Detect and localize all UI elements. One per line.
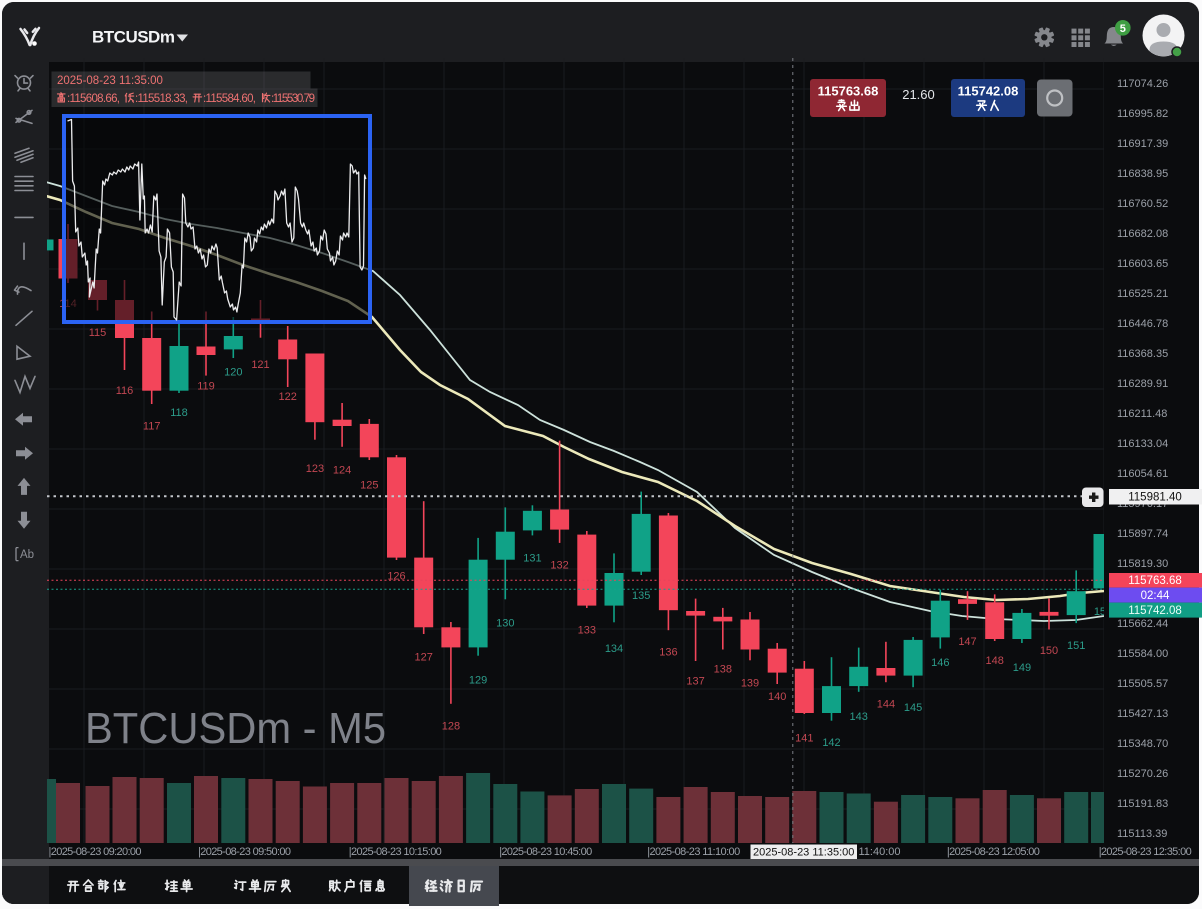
svg-text:115427.13: 115427.13: [1117, 708, 1168, 720]
svg-text:116289.91: 116289.91: [1117, 378, 1168, 390]
svg-text:139: 139: [741, 678, 759, 690]
svg-text:|2025-08-23 10:45:00: |2025-08-23 10:45:00: [499, 846, 592, 858]
svg-text:150: 150: [1040, 645, 1058, 657]
svg-text:126: 126: [387, 570, 405, 582]
svg-text:116525.21: 116525.21: [1117, 288, 1168, 300]
svg-text:116917.39: 116917.39: [1117, 138, 1168, 150]
svg-text:116054.61: 116054.61: [1117, 468, 1168, 480]
svg-text:|2025-08-23 10:15:00: |2025-08-23 10:15:00: [349, 846, 442, 858]
svg-text:BTCUSDm - M5: BTCUSDm - M5: [85, 704, 386, 753]
svg-text:11:40:00: 11:40:00: [859, 846, 901, 858]
svg-text:124: 124: [333, 464, 351, 476]
svg-text:134: 134: [605, 643, 623, 655]
svg-text:02:44: 02:44: [1141, 590, 1170, 602]
svg-text:123: 123: [306, 463, 324, 475]
svg-text:115742.08: 115742.08: [1128, 605, 1182, 617]
svg-text:129: 129: [469, 675, 487, 687]
svg-text:115897.74: 115897.74: [1117, 528, 1168, 540]
svg-text:116995.82: 116995.82: [1117, 108, 1168, 120]
svg-text::115518.33,: :115518.33,: [135, 93, 188, 105]
svg-text:|2025-08-23 09:20:00: |2025-08-23 09:20:00: [49, 846, 142, 858]
svg-text:115763.68: 115763.68: [1128, 575, 1182, 587]
svg-text:115: 115: [89, 327, 107, 339]
svg-text:133: 133: [578, 624, 596, 636]
svg-text:121: 121: [251, 359, 269, 371]
svg-text:115191.83: 115191.83: [1117, 798, 1168, 810]
svg-text:136: 136: [659, 646, 677, 658]
svg-text:116446.78: 116446.78: [1117, 318, 1168, 330]
svg-text:138: 138: [714, 664, 732, 676]
svg-text:117: 117: [143, 421, 161, 433]
svg-text:2025-08-23 11:35:00: 2025-08-23 11:35:00: [57, 75, 163, 87]
svg-text:115819.30: 115819.30: [1117, 558, 1168, 570]
svg-text:5: 5: [1120, 23, 1126, 35]
svg-text:115981.40: 115981.40: [1128, 492, 1182, 504]
svg-text:|2025-08-23 11:10:00: |2025-08-23 11:10:00: [647, 846, 740, 858]
svg-text:116133.04: 116133.04: [1117, 438, 1168, 450]
svg-text:149: 149: [1013, 662, 1031, 674]
svg-text:115505.57: 115505.57: [1117, 678, 1168, 690]
svg-text:116: 116: [116, 385, 134, 397]
svg-text:|2025-08-23 12:05:00: |2025-08-23 12:05:00: [947, 846, 1040, 858]
svg-text:115763.68: 115763.68: [818, 84, 879, 99]
svg-text:137: 137: [686, 676, 704, 688]
svg-text:146: 146: [931, 657, 949, 669]
svg-text:115584.00: 115584.00: [1117, 648, 1168, 660]
svg-text:116760.52: 116760.52: [1117, 198, 1168, 210]
svg-text:152: 152: [1094, 606, 1112, 618]
svg-text:115662.44: 115662.44: [1117, 618, 1168, 630]
svg-text:116603.65: 116603.65: [1117, 258, 1168, 270]
svg-text:120: 120: [224, 367, 242, 379]
svg-text:130: 130: [496, 617, 514, 629]
svg-text:116838.95: 116838.95: [1117, 168, 1168, 180]
svg-text:116211.48: 116211.48: [1117, 408, 1167, 420]
svg-text:115348.70: 115348.70: [1117, 738, 1168, 750]
svg-text:119: 119: [197, 381, 215, 393]
svg-text:131: 131: [523, 553, 541, 565]
svg-text::115608.66,: :115608.66,: [67, 93, 120, 105]
svg-text:147: 147: [958, 636, 976, 648]
svg-text:117074.26: 117074.26: [1117, 78, 1168, 90]
svg-text:2025-08-23 11:35:00: 2025-08-23 11:35:00: [753, 847, 854, 859]
svg-text::115584.60,: :115584.60,: [203, 93, 256, 105]
svg-text:135: 135: [632, 590, 650, 602]
svg-text:116368.35: 116368.35: [1117, 348, 1168, 360]
svg-text:118: 118: [170, 407, 188, 419]
svg-text:151: 151: [1067, 640, 1085, 652]
svg-text:115742.08: 115742.08: [958, 84, 1019, 99]
svg-text:|2025-08-23 09:50:00: |2025-08-23 09:50:00: [198, 846, 291, 858]
svg-text:122: 122: [279, 391, 297, 403]
svg-text:125: 125: [360, 479, 378, 491]
svg-text:115113.39: 115113.39: [1117, 828, 1167, 840]
svg-text:115270.26: 115270.26: [1117, 768, 1168, 780]
svg-text:21.60: 21.60: [902, 87, 935, 102]
svg-text:141: 141: [795, 732, 813, 744]
svg-text:143: 143: [850, 711, 868, 723]
svg-text:Ab: Ab: [20, 549, 34, 561]
svg-text:148: 148: [986, 655, 1004, 667]
svg-text:144: 144: [877, 698, 895, 710]
svg-text:140: 140: [768, 691, 786, 703]
svg-text::115530.79: :115530.79: [271, 93, 315, 105]
svg-text:145: 145: [904, 702, 922, 714]
svg-text:132: 132: [550, 560, 568, 572]
svg-text:BTCUSDm: BTCUSDm: [92, 28, 175, 47]
svg-text:|2025-08-23 12:35:00: |2025-08-23 12:35:00: [1099, 846, 1192, 858]
svg-text:142: 142: [822, 737, 840, 749]
svg-text:128: 128: [442, 721, 460, 733]
svg-text:127: 127: [415, 652, 433, 664]
svg-text:116682.08: 116682.08: [1117, 228, 1168, 240]
